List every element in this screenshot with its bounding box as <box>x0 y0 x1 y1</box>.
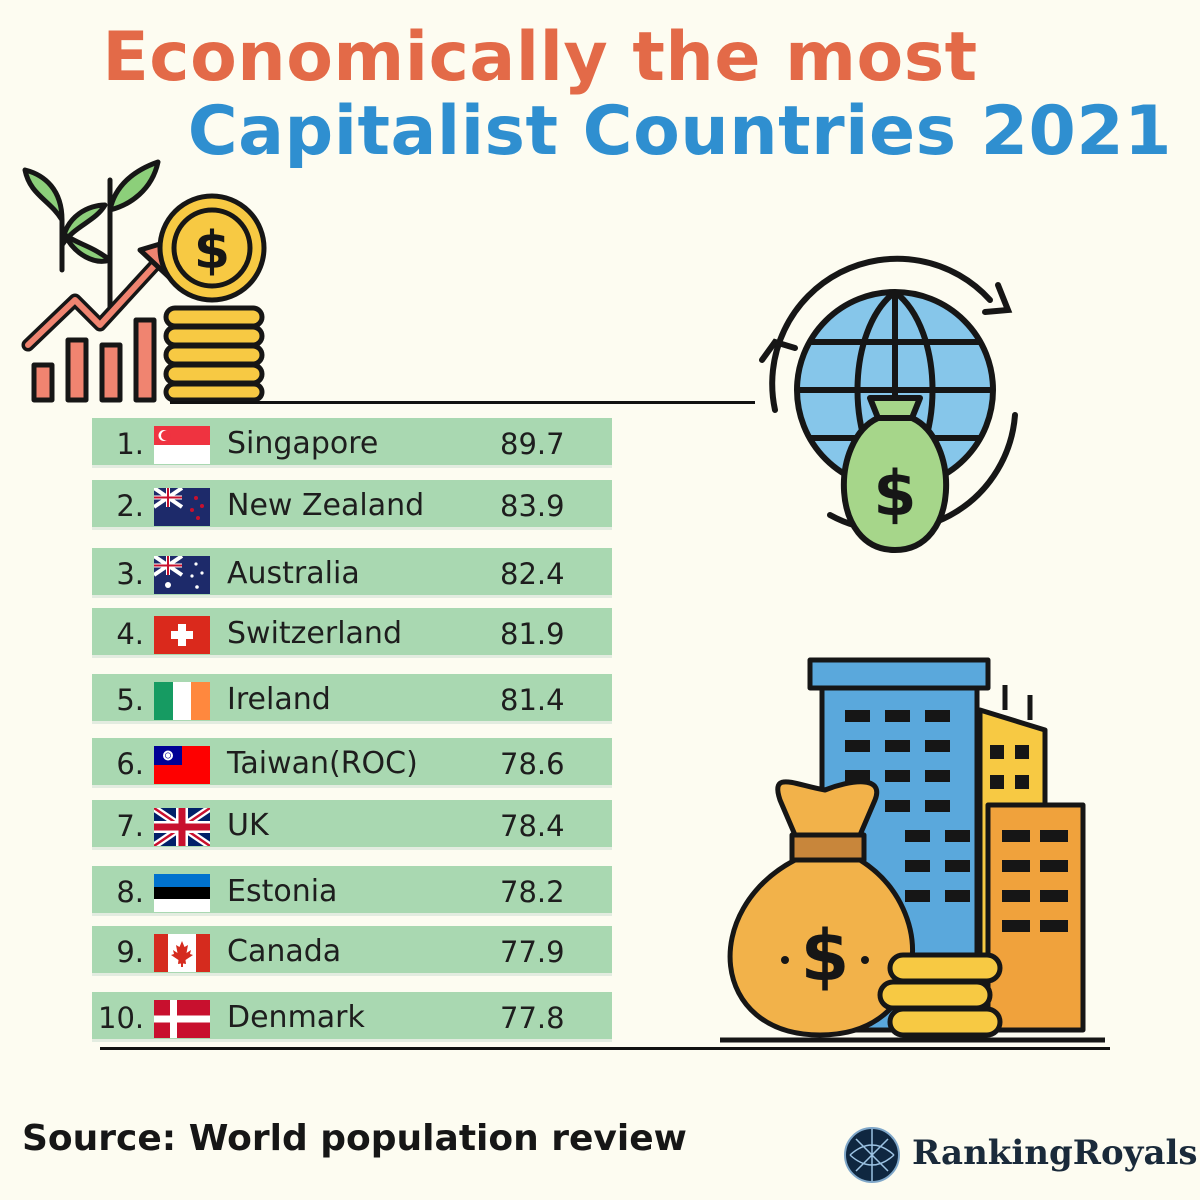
score-value: 78.6 <box>500 747 565 781</box>
new-zealand-flag-icon <box>154 488 210 526</box>
country-name: Australia <box>227 556 360 591</box>
score-value: 77.8 <box>500 1001 565 1035</box>
score-value: 77.9 <box>500 935 565 969</box>
estonia-flag-icon <box>154 874 210 912</box>
table-row: 8. Estonia 78.2 <box>92 866 612 916</box>
uk-flag-icon <box>154 808 210 846</box>
table-row: 4. Switzerland 81.9 <box>92 608 612 658</box>
rank-label: 3. <box>116 557 144 591</box>
table-row: 1. Singapore 89.7 <box>92 418 612 468</box>
score-value: 81.4 <box>500 683 565 717</box>
svg-text:$: $ <box>873 457 916 530</box>
title-line-2: Capitalist Countries 2021 <box>187 92 1172 171</box>
globe-money-bag-icon: $ <box>759 255 1018 553</box>
score-value: 78.4 <box>500 809 565 843</box>
brand-name: RankingRoyals <box>912 1133 1198 1173</box>
ranking-royals-logo-icon <box>844 1127 900 1183</box>
growth-chart-icon: $ <box>21 159 267 403</box>
top-divider <box>170 401 755 404</box>
country-name: New Zealand <box>227 488 425 523</box>
svg-text:$: $ <box>801 915 850 997</box>
title-line-1: Economically the most <box>102 18 978 97</box>
rank-label: 5. <box>116 683 144 717</box>
score-value: 89.7 <box>500 427 565 461</box>
score-value: 78.2 <box>500 875 565 909</box>
table-row: 5. Ireland 81.4 <box>92 674 612 724</box>
ireland-flag-icon <box>154 682 210 720</box>
score-value: 82.4 <box>500 557 565 591</box>
table-row: 6. Taiwan(ROC) 78.6 <box>92 738 612 788</box>
country-name: Taiwan(ROC) <box>227 746 418 781</box>
table-row: 3. Australia 82.4 <box>92 548 612 598</box>
city-money-bag-icon: $ <box>720 657 1105 1043</box>
table-row: 10. Denmark 77.8 <box>92 992 612 1042</box>
rank-label: 6. <box>116 747 144 781</box>
rank-label: 7. <box>116 809 144 843</box>
svg-text:$: $ <box>194 221 230 281</box>
country-name: Ireland <box>227 682 331 717</box>
country-name: Switzerland <box>227 616 402 651</box>
rank-label: 9. <box>116 935 144 969</box>
australia-flag-icon <box>154 556 210 594</box>
denmark-flag-icon <box>154 1000 210 1038</box>
country-name: UK <box>227 808 269 843</box>
taiwan-flag-icon <box>154 746 210 784</box>
rank-label: 2. <box>116 489 144 523</box>
bottom-divider <box>100 1047 1110 1050</box>
table-row: 7. UK 78.4 <box>92 800 612 850</box>
singapore-flag-icon <box>154 426 210 464</box>
score-value: 83.9 <box>500 489 565 523</box>
country-name: Denmark <box>227 1000 365 1035</box>
country-name: Estonia <box>227 874 338 909</box>
country-name: Singapore <box>227 426 379 461</box>
rank-label: 8. <box>116 875 144 909</box>
source-note: Source: World population review <box>22 1118 687 1159</box>
rank-label: 1. <box>116 427 144 461</box>
table-row: 9. Canada 77.9 <box>92 926 612 976</box>
rank-label: 10. <box>98 1001 145 1035</box>
canada-flag-icon <box>154 934 210 972</box>
score-value: 81.9 <box>500 617 565 651</box>
rank-label: 4. <box>116 617 144 651</box>
switzerland-flag-icon <box>154 616 210 654</box>
table-row: 2. New Zealand 83.9 <box>92 480 612 530</box>
country-name: Canada <box>227 934 342 969</box>
